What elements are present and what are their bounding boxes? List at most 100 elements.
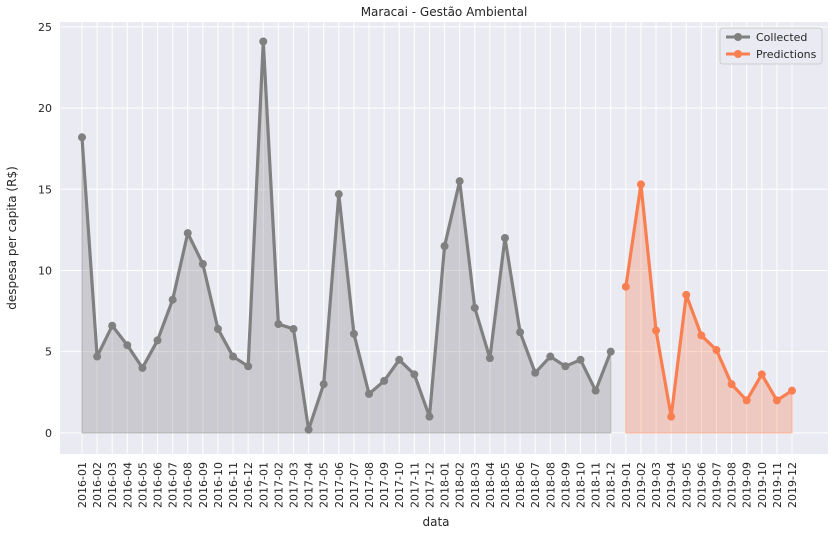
x-tick-label: 2016-09 [197,462,210,508]
x-tick-label: 2019-10 [756,462,769,508]
x-tick-label: 2018-11 [590,462,603,508]
data-point [500,234,509,242]
data-point [229,352,238,361]
x-tick-label: 2019-09 [741,462,754,508]
data-point [697,331,706,340]
x-tick-label: 2017-05 [318,462,331,508]
x-tick-label: 2016-02 [91,462,104,508]
data-point [213,324,222,333]
data-point [772,396,781,405]
x-tick-label: 2017-11 [408,462,421,508]
data-point [682,290,691,299]
data-point [727,380,736,389]
data-point [138,363,147,372]
data-point [516,328,525,337]
x-tick-label: 2016-04 [121,462,134,508]
data-point [712,346,721,355]
data-point [289,324,298,333]
x-tick-label: 2018-10 [575,462,588,508]
x-tick-label: 2017-01 [257,462,270,508]
x-tick-label: 2016-08 [182,462,195,508]
x-axis-label: data [422,515,449,529]
data-point [757,370,766,379]
x-tick-label: 2019-12 [786,462,799,508]
data-point [78,133,86,142]
legend-swatch-marker [734,50,742,58]
data-point [546,352,555,361]
x-tick-label: 2018-06 [514,462,527,508]
data-point [652,326,661,335]
data-point [636,180,645,189]
series-line [624,182,793,419]
y-tick-label: 10 [38,264,52,277]
x-tick-label: 2017-06 [333,462,346,508]
data-point [621,282,630,291]
data-point [319,380,328,389]
data-point [485,354,494,363]
data-point [365,389,374,398]
y-tick-label: 25 [38,21,52,34]
x-tick-label: 2019-06 [695,462,708,508]
x-tick-label: 2016-06 [152,462,165,508]
legend: Collected Predictions [719,27,823,65]
x-tick-label: 2019-07 [710,462,723,508]
data-point [742,396,751,405]
y-tick-label: 5 [45,346,52,359]
x-tick-label: 2018-02 [454,462,467,508]
x-tick-label: 2016-05 [136,462,149,508]
x-tick-label: 2019-05 [680,462,693,508]
y-tick-label: 20 [38,102,52,115]
x-tick-label: 2016-11 [227,462,240,508]
data-point [304,425,313,434]
x-tick-label: 2017-07 [348,462,361,508]
data-point [93,352,102,361]
data-point [606,347,615,356]
x-tick-label: 2018-09 [559,462,572,508]
x-tick-label: 2017-02 [272,462,285,508]
data-point [425,412,434,421]
x-tick-label: 2019-11 [771,462,784,508]
data-point [470,303,479,312]
series-markers [78,37,796,434]
legend-label: Collected [756,31,807,44]
x-tick-labels: 2016-01 2016-02 2016-03 2016-04 2016-05 2016-… [76,462,799,508]
x-tick-label: 2018-12 [605,462,618,508]
legend-label: Predictions [756,48,817,61]
x-tick-label: 2019-02 [635,462,648,508]
x-tick-label: 2017-10 [393,462,406,508]
chart-title: Maracai - Gestão Ambiental [361,5,528,19]
x-tick-label: 2018-08 [544,462,557,508]
x-tick-label: 2018-01 [439,462,452,508]
series-lines [80,39,793,432]
data-point [349,329,358,338]
x-tick-label: 2016-10 [212,462,225,508]
x-tick-label: 2016-01 [76,462,89,508]
data-point [440,242,449,251]
data-point [395,355,404,364]
x-tick-label: 2019-08 [726,462,739,508]
x-tick-label: 2017-12 [423,462,436,508]
data-point [153,336,162,345]
grid-lines [60,22,828,454]
data-point [410,370,419,379]
x-tick-label: 2016-07 [167,462,180,508]
data-point [198,259,207,268]
data-point [244,362,253,371]
x-tick-label: 2018-05 [499,462,512,508]
y-tick-label: 0 [45,427,52,440]
legend-swatch-marker [734,33,742,41]
data-point [274,320,283,329]
data-point [380,376,389,385]
x-tick-label: 2018-03 [469,462,482,508]
data-point [576,355,585,364]
x-tick-label: 2016-12 [242,462,255,508]
x-tick-label: 2017-09 [378,462,391,508]
data-point [334,190,343,199]
data-point [561,362,570,371]
x-tick-label: 2017-04 [303,462,316,508]
x-tick-label: 2017-03 [287,462,300,508]
data-point [183,229,192,238]
data-point [259,37,268,46]
